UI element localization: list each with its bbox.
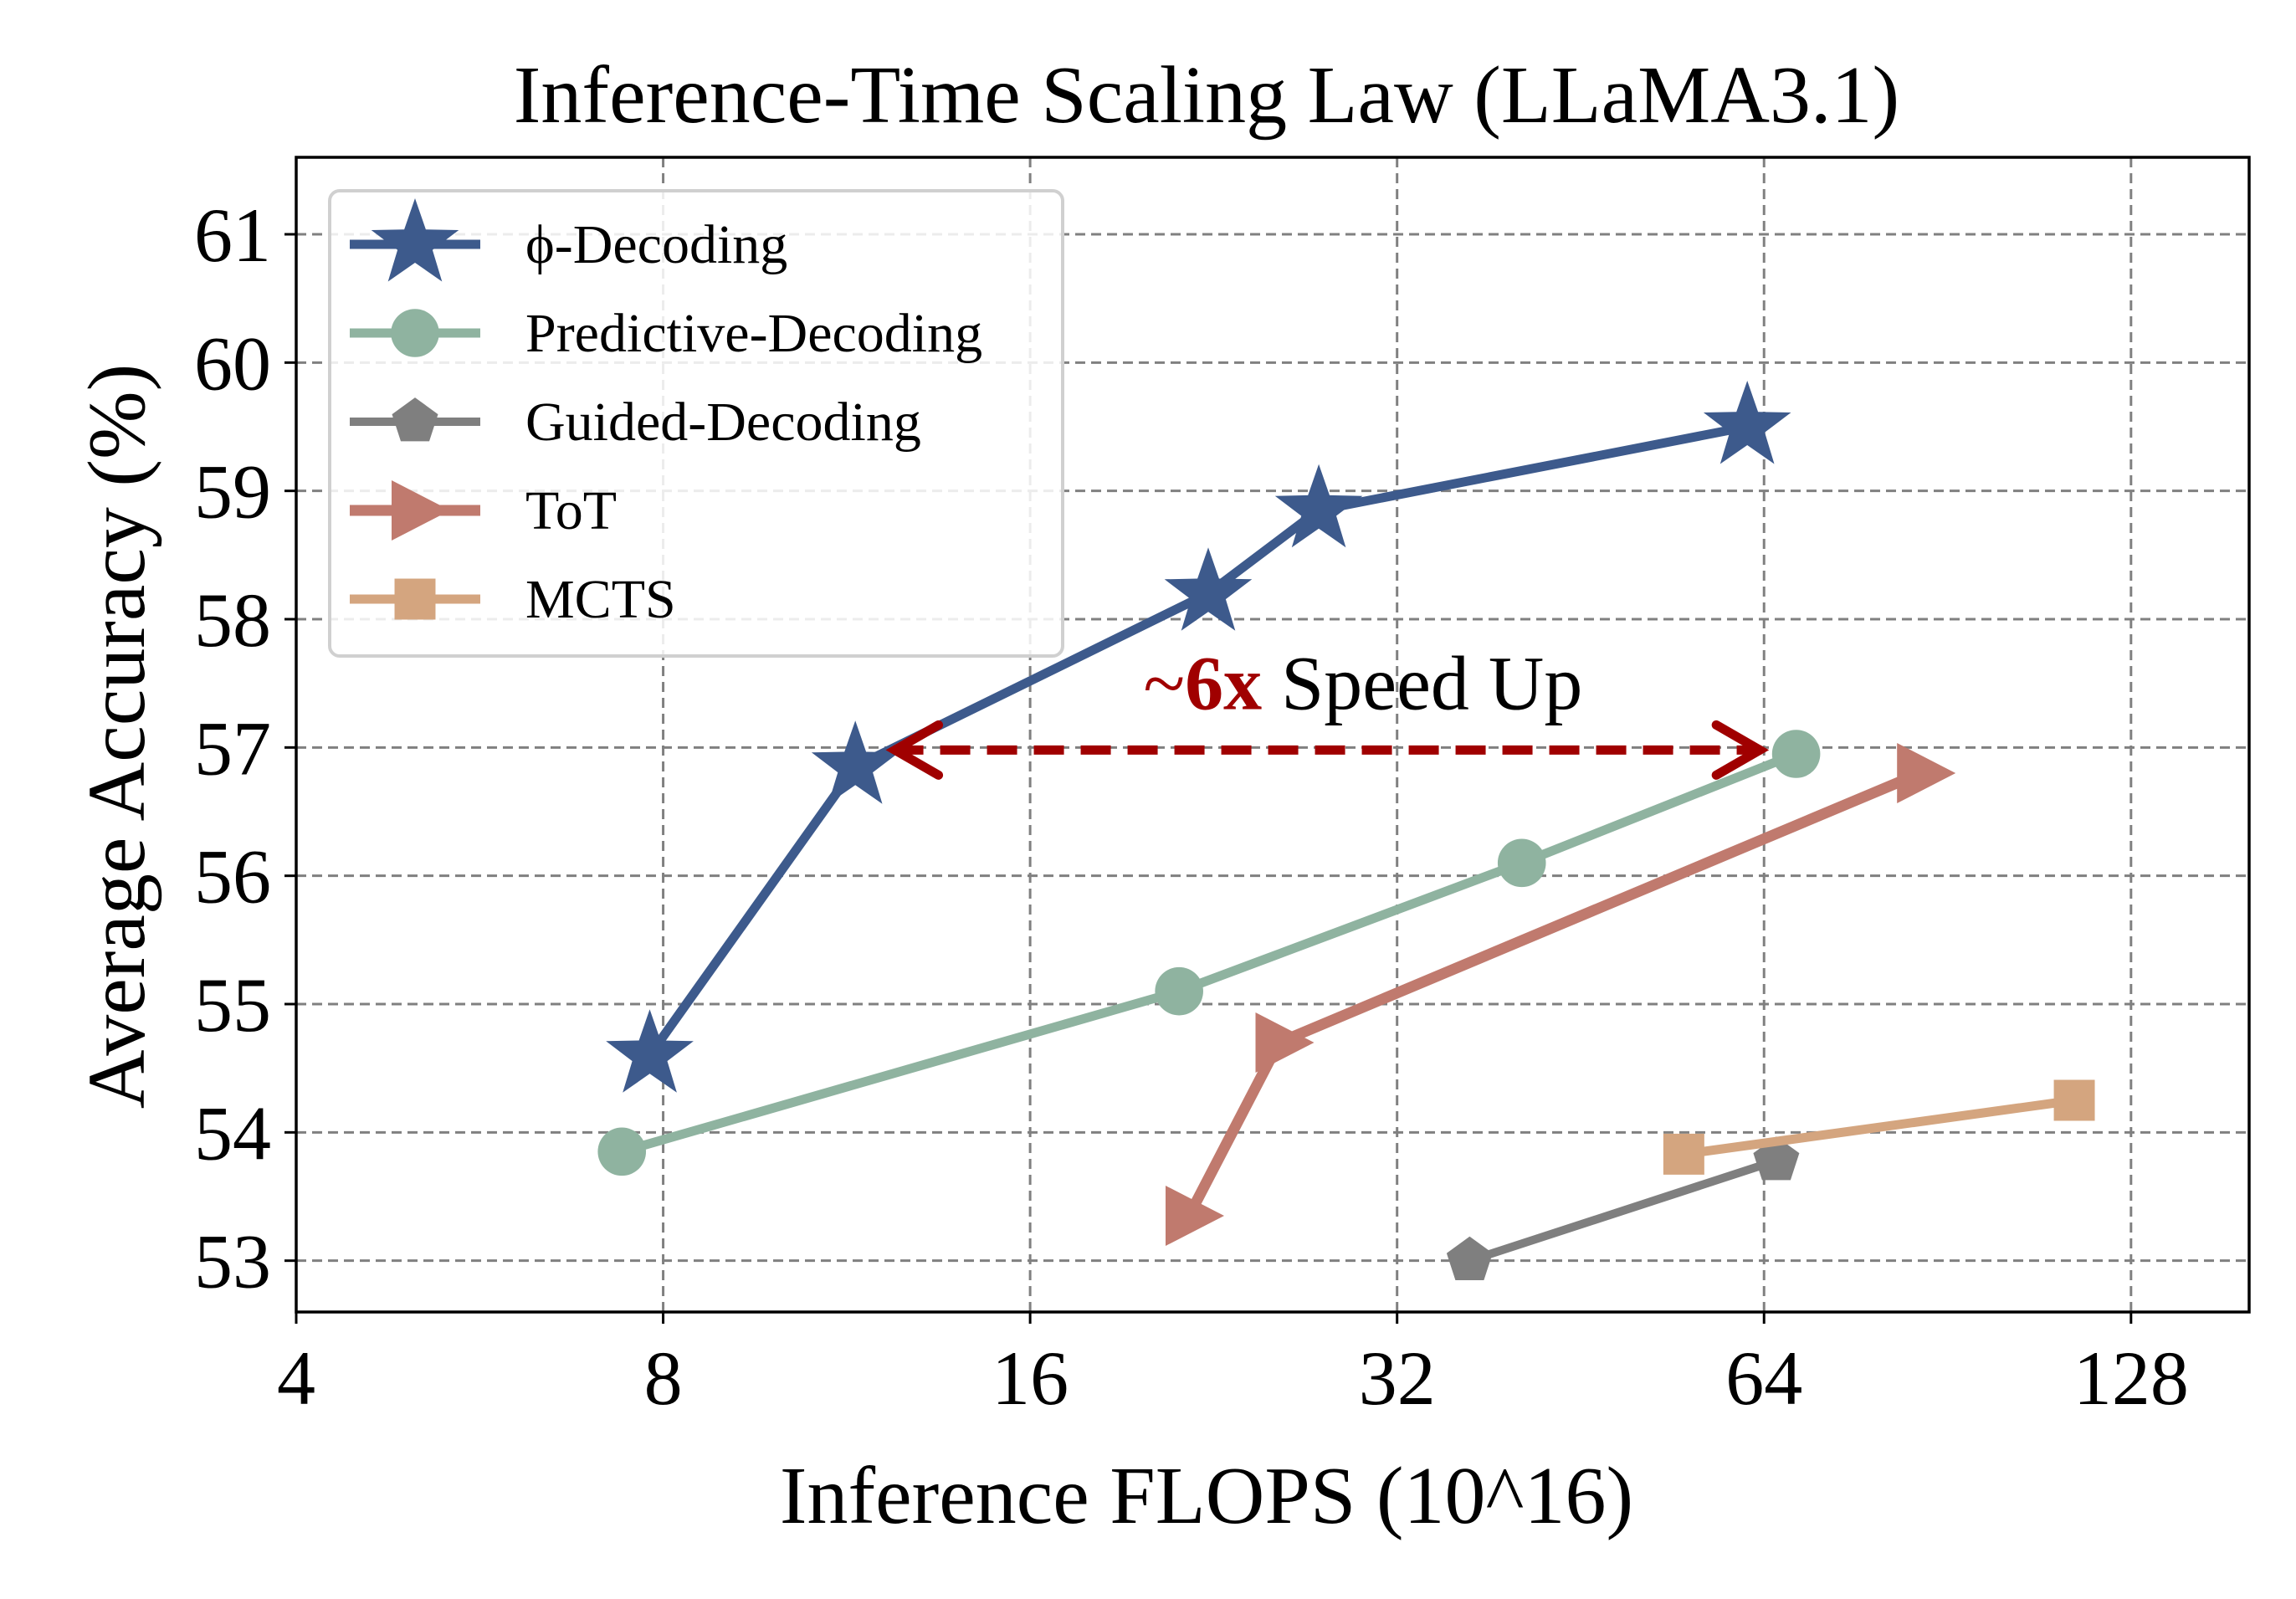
series-2 [1446, 1136, 1800, 1280]
data-point [1771, 730, 1821, 778]
data-point [1663, 1133, 1704, 1175]
legend-item: MCTS [350, 569, 676, 630]
legend-item: Predictive-Decoding [350, 303, 982, 364]
legend-item: ToT [350, 480, 617, 541]
x-tick-label: 128 [2073, 1335, 2189, 1421]
arrow-head-right [1711, 720, 1770, 780]
series-line [1678, 1095, 2079, 1159]
legend-marker [392, 480, 450, 541]
legend-marker [391, 309, 439, 357]
data-point [1446, 1236, 1493, 1280]
speedup-prefix: ~ [1143, 640, 1185, 725]
speedup-label: ~6x Speed Up [1143, 640, 1582, 725]
y-tick-label: 56 [194, 834, 271, 920]
y-tick-label: 61 [194, 192, 271, 278]
data-point [811, 720, 899, 804]
legend-marker [371, 198, 459, 282]
speedup-arrow [885, 720, 1770, 780]
legend-marker [394, 578, 436, 620]
data-point [597, 1127, 647, 1176]
x-tick-label: 64 [1725, 1335, 1802, 1421]
y-tick-label: 53 [194, 1219, 271, 1304]
series-line [1183, 767, 1926, 1222]
legend-label: ϕ-Decoding [525, 214, 787, 275]
legend-marker [392, 397, 438, 442]
legend-item: Guided-Decoding [350, 392, 921, 453]
x-tick-label: 32 [1359, 1335, 1436, 1421]
data-point [1897, 743, 1956, 803]
y-tick-label: 59 [194, 449, 271, 535]
legend-label: ToT [525, 480, 617, 541]
data-point [1497, 838, 1546, 888]
series-3 [1166, 743, 1956, 1246]
speedup-suffix: Speed Up [1262, 640, 1582, 725]
legend: ϕ-Decoding Predictive-Decoding Guided-Deco… [328, 189, 1064, 658]
series-1 [597, 730, 1821, 1176]
x-axis-label: Inference FLOPS (10^16) [780, 1451, 1633, 1541]
plot-frame [295, 156, 2251, 1314]
x-tick-label: 16 [992, 1335, 1069, 1421]
y-tick-label: 55 [194, 962, 271, 1048]
x-tick-label: 8 [644, 1335, 683, 1421]
legend-label: MCTS [525, 569, 676, 630]
y-tick-label: 57 [194, 705, 271, 791]
legend-label: Guided-Decoding [525, 392, 921, 453]
data-point [1155, 966, 1203, 1016]
series-line [617, 749, 1801, 1156]
data-point [606, 1009, 694, 1093]
legend-item: ϕ-Decoding [350, 198, 787, 282]
series-0 [606, 381, 1791, 1093]
series-line [1465, 1156, 1781, 1265]
data-point [1255, 1012, 1315, 1073]
y-tick-label: 54 [194, 1090, 271, 1176]
data-point [1703, 381, 1791, 464]
y-tick-label: 60 [194, 320, 271, 406]
chart-title: Inference-Time Scaling Law (LLaMA3.1) [514, 50, 1899, 141]
data-point [1274, 464, 1363, 548]
data-point [2053, 1079, 2095, 1121]
data-point [1166, 1186, 1225, 1246]
x-tick-label: 4 [277, 1335, 315, 1421]
arrow-head-left [885, 720, 944, 780]
speedup-factor: 6x [1185, 640, 1262, 725]
legend-label: Predictive-Decoding [525, 303, 982, 364]
series-4 [1663, 1079, 2095, 1175]
data-point [1164, 547, 1253, 631]
y-axis-label: Average Accuracy (%) [72, 364, 162, 1110]
y-tick-label: 58 [194, 577, 271, 663]
legend-box [328, 189, 1064, 658]
